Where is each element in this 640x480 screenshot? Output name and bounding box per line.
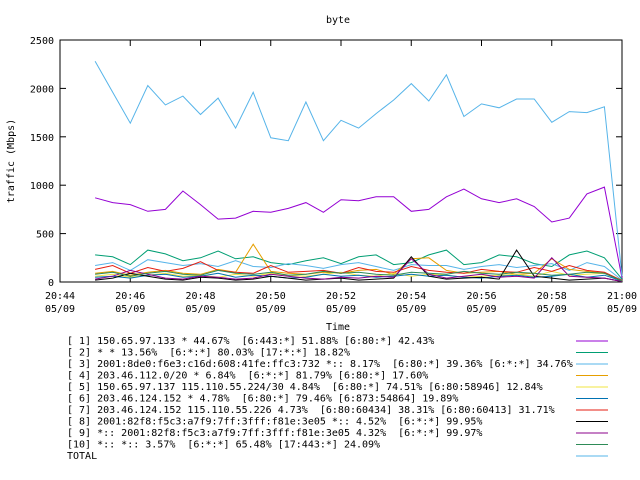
x-tick-label-date: 05/09 [466, 304, 496, 315]
chart-title: byte [326, 15, 350, 26]
x-tick-label-time: 20:50 [256, 291, 286, 302]
x-axis: 20:44 05/09 20:46 05/09 20:48 05/09 20:50 05/09… [45, 40, 637, 315]
x-tick-label-date: 05/09 [115, 304, 145, 315]
y-tick-label: 0 [48, 278, 54, 289]
x-tick-label-date: 05/09 [256, 304, 286, 315]
y-tick-label: 500 [36, 230, 54, 241]
series-line-3 [95, 259, 623, 281]
legend-label: [ 4] 203.46.112.0/20 * 6.84% [6:*:*] 81.… [67, 371, 428, 382]
x-tick-label-date: 05/09 [185, 304, 215, 315]
y-axis: 0 500 1000 1500 2000 2500 [30, 36, 622, 289]
series-line-6 [95, 272, 623, 282]
y-tick-label: 1500 [30, 133, 54, 144]
legend-label: [10] *:: *:: 3.57% [6:*:*] 65.48% [17:44… [67, 440, 380, 451]
legend-label: TOTAL [67, 451, 97, 462]
plot-frame [59, 39, 623, 283]
legend-label: [ 8] 2001:82f8:f5c3:a7f9:7ff:3fff:f81e:3… [67, 417, 482, 428]
series-line-9 [95, 257, 623, 282]
series-line-2 [95, 249, 623, 280]
y-tick-label: 2000 [30, 84, 54, 95]
legend-label: [ 9] *:: 2001:82f8:f5c3:a7f9:7ff:3fff:f8… [67, 428, 482, 439]
x-tick-label-time: 20:58 [537, 291, 567, 302]
y-tick-label: 1000 [30, 181, 54, 192]
legend-label: [ 5] 150.65.97.137 115.110.55.224/30 4.8… [67, 382, 543, 393]
x-tick-label-time: 20:44 [45, 291, 75, 302]
series-lines [94, 61, 623, 282]
x-tick-label-time: 21:00 [607, 291, 637, 302]
series-line-10 [95, 269, 623, 282]
x-tick-label-date: 05/09 [537, 304, 567, 315]
x-tick-label-date: 05/09 [45, 304, 75, 315]
legend-label: [ 6] 203.46.124.152 * 4.78% [6:80:*] 79.… [67, 394, 458, 405]
series-line-8 [95, 249, 623, 282]
legend: [ 1] 150.65.97.133 * 44.67% [6:443:*] 51… [67, 336, 608, 462]
legend-label: [ 7] 203.46.124.152 115.110.55.226 4.73%… [67, 405, 555, 416]
legend-label: [ 3] 2001:8de0:f6e3:c16d:608:41fe:ffc3:7… [67, 359, 573, 370]
y-tick-label: 2500 [30, 36, 54, 47]
series-line-7 [94, 261, 623, 281]
legend-label: [ 2] * * 13.56% [6:*:*] 80.03% [17:*:*] … [67, 348, 350, 359]
y-axis-label: traffic (Mbps) [6, 119, 17, 203]
x-tick-label-date: 05/09 [396, 304, 426, 315]
x-tick-label-date: 05/09 [326, 304, 356, 315]
x-tick-label-date: 05/09 [607, 304, 637, 315]
legend-label: [ 1] 150.65.97.133 * 44.67% [6:443:*] 51… [67, 336, 434, 347]
series-line-11 [94, 61, 623, 277]
x-tick-label-time: 20:48 [185, 291, 215, 302]
x-tick-label-time: 20:46 [115, 291, 145, 302]
series-line-1 [94, 186, 623, 279]
x-tick-label-time: 20:56 [466, 291, 496, 302]
x-tick-label-time: 20:54 [396, 291, 426, 302]
x-axis-label: Time [326, 322, 350, 333]
x-tick-label-time: 20:52 [326, 291, 356, 302]
